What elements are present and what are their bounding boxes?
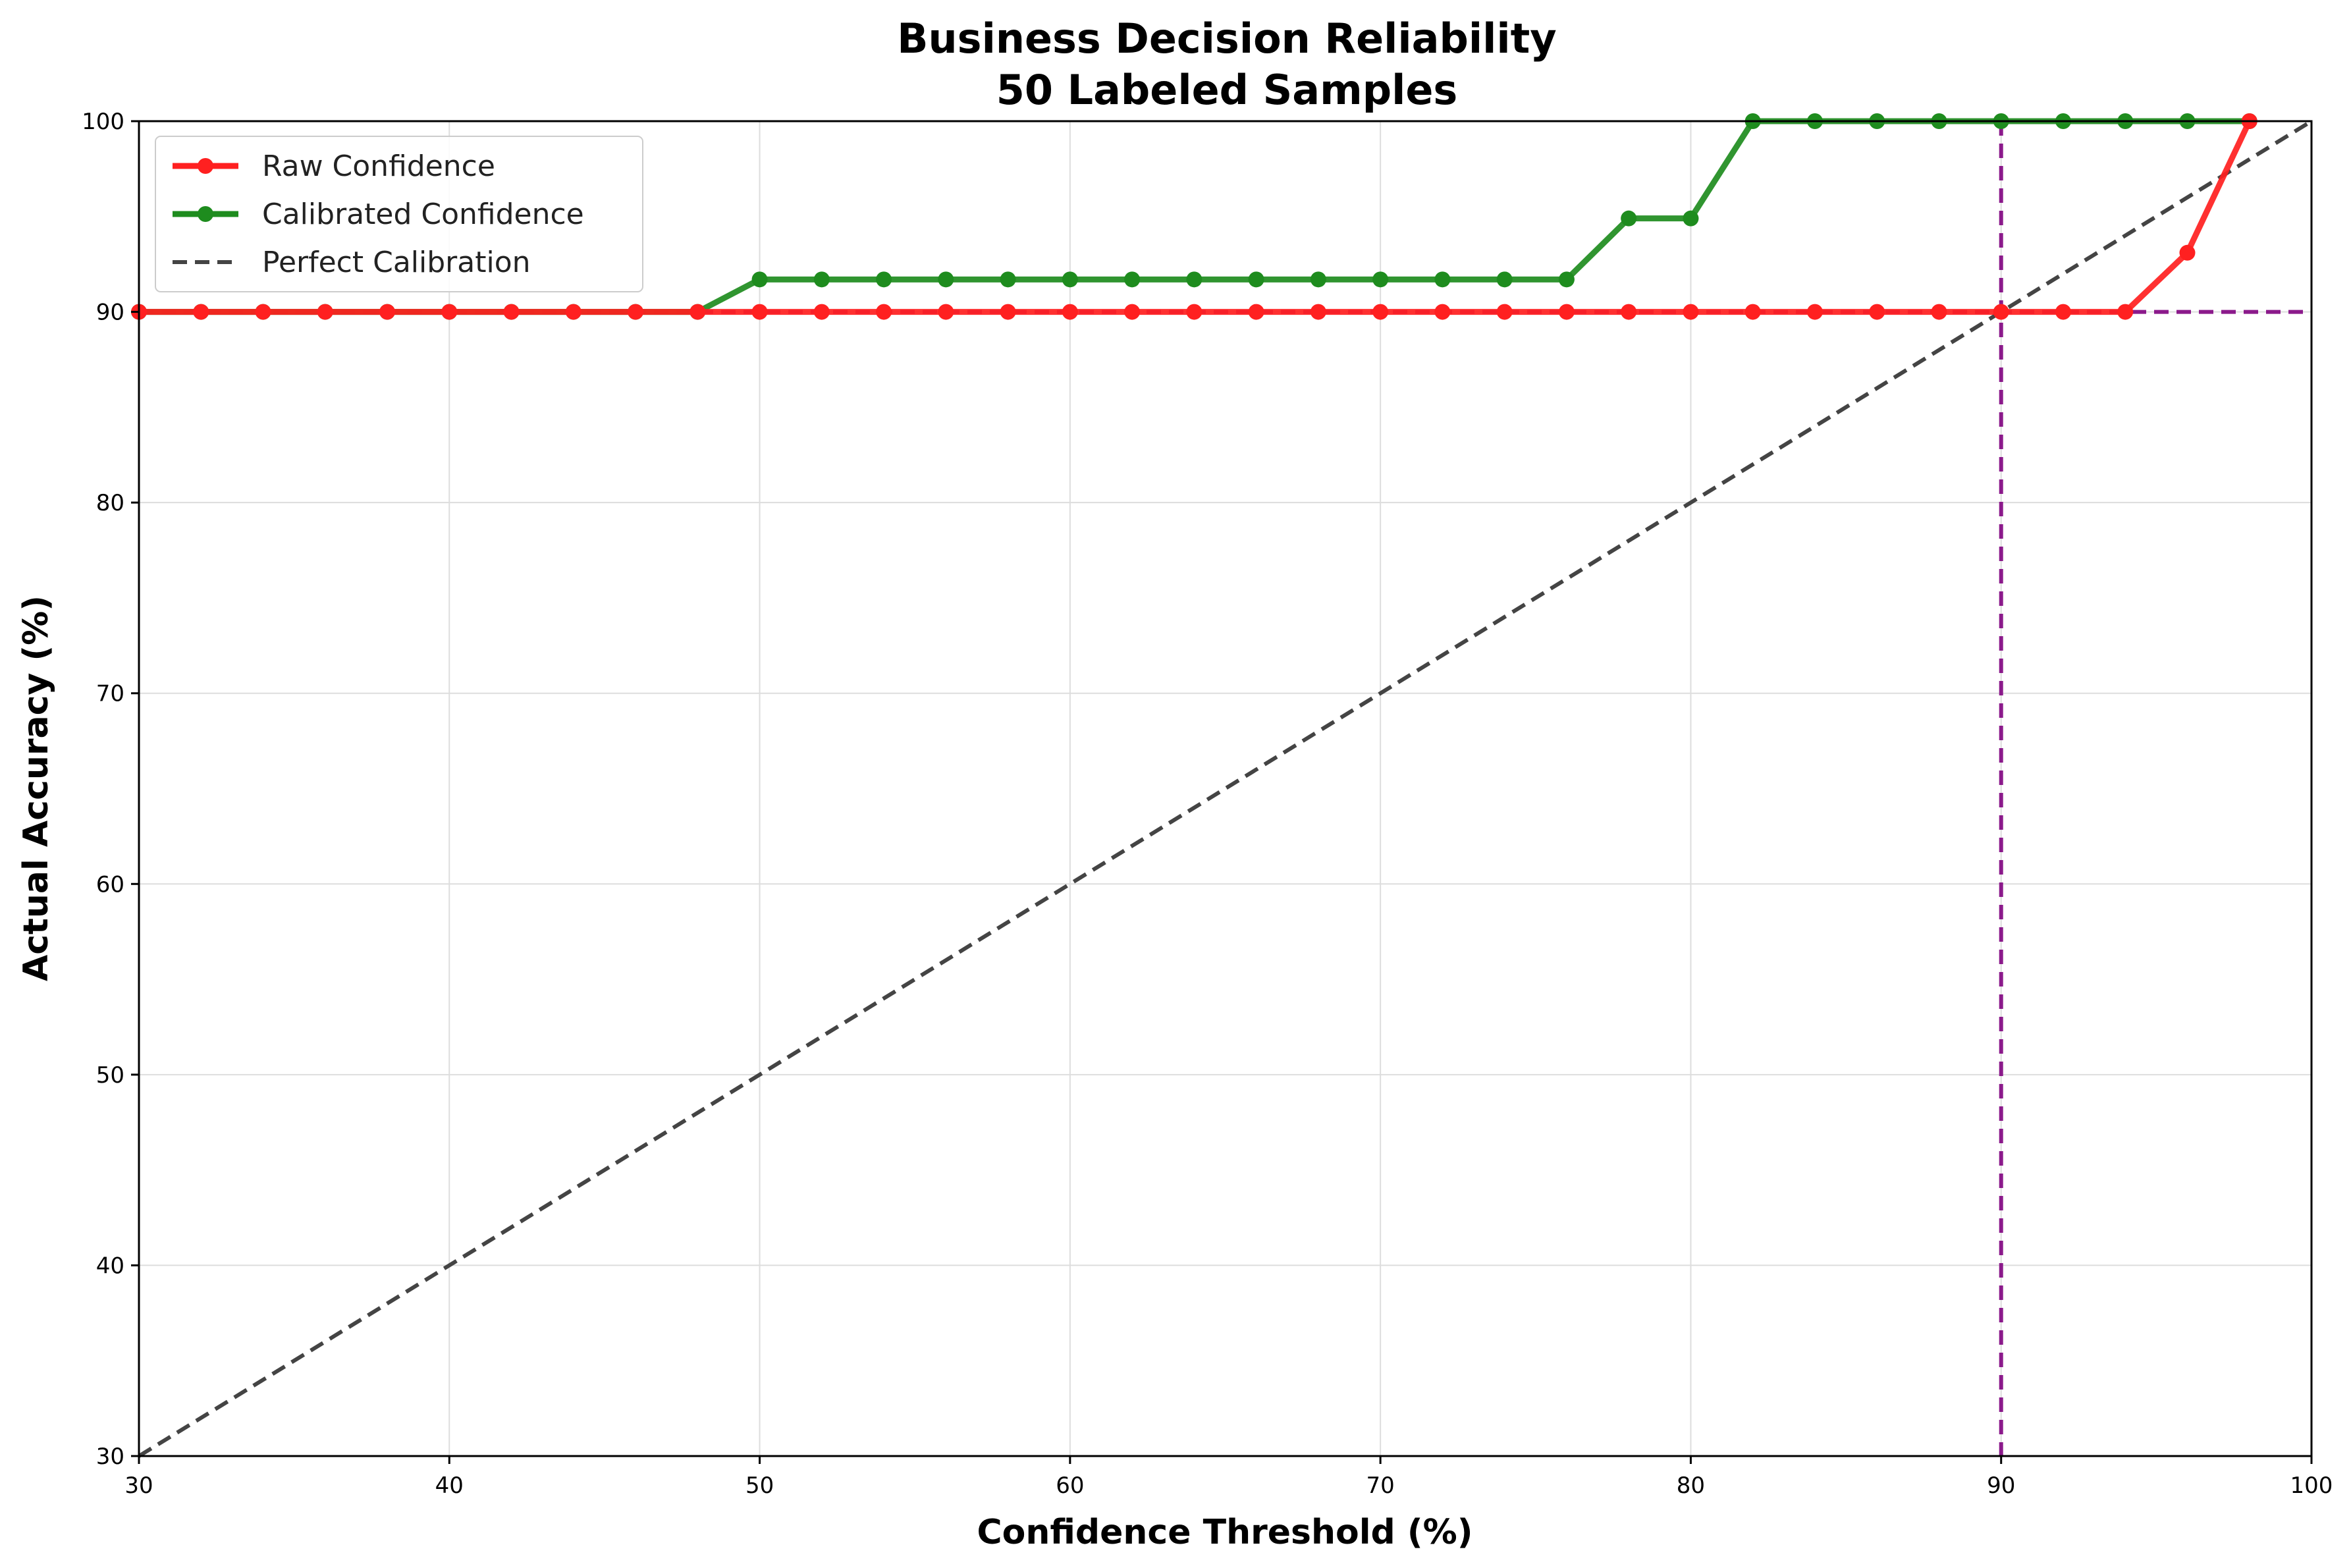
data-point-calibrated-19 <box>1310 271 1326 288</box>
y-tick-label-6: 90 <box>96 300 124 326</box>
y-tick-label-4: 70 <box>96 681 124 707</box>
data-point-raw-27 <box>1806 304 1823 320</box>
data-point-raw-32 <box>2117 304 2134 320</box>
data-series <box>131 113 2257 320</box>
legend-label-raw: Raw Confidence <box>262 149 495 183</box>
data-point-raw-31 <box>2055 304 2071 320</box>
plot-frame <box>138 120 2313 1457</box>
x-tick-label-0: 30 <box>124 1473 153 1499</box>
data-point-calibrated-12 <box>876 271 892 288</box>
data-point-raw-19 <box>1310 304 1326 320</box>
data-point-raw-17 <box>1186 304 1203 320</box>
data-point-raw-24 <box>1621 304 1637 320</box>
data-point-raw-16 <box>1124 304 1141 320</box>
data-point-raw-4 <box>379 304 396 320</box>
x-axis-ticks: 30 40 50 60 70 80 90 100 <box>124 1456 2333 1499</box>
x-tick-label-7: 100 <box>2290 1473 2333 1499</box>
data-point-calibrated-11 <box>813 271 830 288</box>
data-point-raw-21 <box>1434 304 1451 320</box>
data-point-raw-10 <box>751 304 768 320</box>
legend-box <box>155 136 643 292</box>
data-point-calibrated-25 <box>1683 210 1699 227</box>
data-point-raw-6 <box>503 304 520 320</box>
chart-title: Business Decision Reliability <box>897 14 1556 63</box>
x-tick-label-3: 60 <box>1056 1473 1084 1499</box>
data-point-raw-13 <box>938 304 954 320</box>
x-tick-label-5: 80 <box>1677 1473 1705 1499</box>
y-tick-label-7: 100 <box>82 109 124 135</box>
y-axis-ticks: 30 40 50 60 70 80 90 100 <box>82 109 139 1470</box>
data-point-raw-8 <box>628 304 644 320</box>
chart-subtitle: 50 Labeled Samples <box>996 66 1458 114</box>
data-point-calibrated-10 <box>751 271 768 288</box>
legend-label-perfect: Perfect Calibration <box>262 246 531 279</box>
x-tick-label-6: 90 <box>1987 1473 2015 1499</box>
data-point-raw-2 <box>255 304 271 320</box>
legend-marker-calibrated <box>198 206 213 222</box>
data-point-raw-23 <box>1558 304 1575 320</box>
data-point-raw-25 <box>1683 304 1699 320</box>
data-point-raw-26 <box>1744 304 1761 320</box>
data-point-calibrated-20 <box>1372 271 1389 288</box>
data-point-raw-7 <box>565 304 581 320</box>
data-point-raw-30 <box>1993 304 2009 320</box>
x-tick-label-2: 50 <box>745 1473 774 1499</box>
data-point-raw-5 <box>441 304 458 320</box>
y-tick-label-2: 50 <box>96 1062 124 1089</box>
x-axis-label: Confidence Threshold (%) <box>977 1513 1473 1552</box>
data-point-calibrated-23 <box>1558 271 1575 288</box>
data-point-calibrated-14 <box>1000 271 1016 288</box>
data-point-calibrated-18 <box>1248 271 1264 288</box>
x-tick-label-4: 70 <box>1366 1473 1395 1499</box>
data-point-calibrated-17 <box>1186 271 1203 288</box>
legend-marker-raw <box>198 158 213 174</box>
data-point-raw-15 <box>1062 304 1078 320</box>
legend: Raw Confidence Calibrated Confidence Per… <box>155 136 643 292</box>
data-point-raw-1 <box>193 304 209 320</box>
legend-label-calibrated: Calibrated Confidence <box>262 198 584 231</box>
data-point-calibrated-21 <box>1434 271 1451 288</box>
data-point-raw-18 <box>1248 304 1264 320</box>
data-point-calibrated-22 <box>1496 271 1513 288</box>
data-point-calibrated-15 <box>1062 271 1078 288</box>
data-point-raw-3 <box>317 304 333 320</box>
data-point-raw-11 <box>813 304 830 320</box>
data-point-raw-22 <box>1496 304 1513 320</box>
data-point-raw-9 <box>689 304 706 320</box>
data-point-calibrated-16 <box>1124 271 1141 288</box>
data-point-calibrated-24 <box>1621 210 1637 227</box>
data-point-raw-29 <box>1931 304 1947 320</box>
data-point-raw-12 <box>876 304 892 320</box>
data-point-raw-20 <box>1372 304 1389 320</box>
data-point-raw-14 <box>1000 304 1016 320</box>
y-axis-label: Actual Accuracy (%) <box>16 595 56 981</box>
y-tick-label-5: 80 <box>96 490 124 516</box>
y-tick-label-0: 30 <box>96 1444 124 1470</box>
data-point-raw-28 <box>1869 304 1885 320</box>
x-tick-label-1: 40 <box>435 1473 464 1499</box>
y-tick-label-1: 40 <box>96 1253 124 1279</box>
data-point-raw-33 <box>2179 244 2196 261</box>
data-point-calibrated-13 <box>938 271 954 288</box>
y-tick-label-3: 60 <box>96 871 124 898</box>
